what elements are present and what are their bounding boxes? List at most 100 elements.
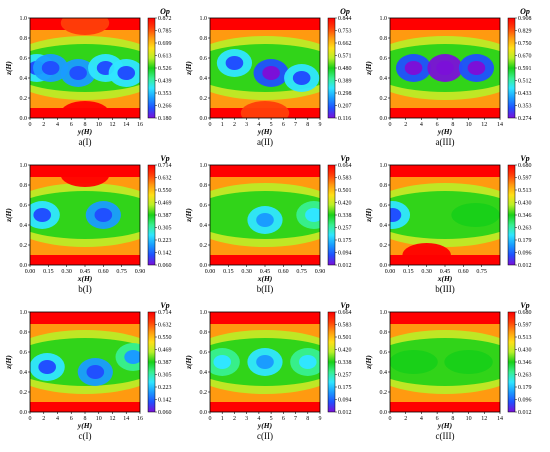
heatmap-cell-6	[60, 18, 110, 35]
colorbar-tick-label: 0.501	[338, 188, 352, 194]
heatmap-cell-core-1	[256, 355, 274, 369]
colorbar-tick-label: 0.632	[158, 323, 172, 329]
panel-caption: a(II)	[257, 137, 273, 147]
heatmap-cell-core-2	[69, 66, 87, 80]
colorbar-tick-label: 0.591	[518, 66, 532, 72]
colorbar-tick-label: 0.785	[158, 29, 172, 35]
colorbar-tick-label: 0.223	[158, 385, 172, 391]
heatmap-cell-core-0	[33, 208, 52, 222]
plot-frame	[209, 17, 321, 119]
x-tick-label: 6	[282, 416, 285, 422]
colorbar-tick-label: 0.180	[158, 116, 172, 122]
y-axis-label: z(H)	[364, 61, 373, 76]
colorbar-tick-label: 0.597	[518, 176, 532, 182]
colorbar-tick-label: 0.353	[158, 91, 172, 97]
heatmap-band-bottom	[30, 255, 140, 265]
x-axis-label: y(H)	[437, 127, 453, 136]
colorbar-tick-label: 0.714	[158, 163, 172, 169]
y-tick-label: 1.0	[20, 16, 28, 22]
x-tick-label: 2	[233, 416, 236, 422]
heatmap-cell-core-2	[124, 350, 140, 364]
x-tick-label: 6	[70, 122, 73, 128]
heatmap-field	[390, 312, 500, 412]
colorbar	[327, 311, 336, 413]
heatmap-cell-core-2	[298, 355, 317, 369]
colorbar-tick-label: 0.664	[338, 310, 352, 316]
heatmap-cell-core-1	[305, 208, 320, 222]
colorbar-tick-label: 0.844	[338, 16, 352, 22]
plot-frame	[389, 17, 501, 119]
y-tick-label: 0.4	[200, 370, 208, 376]
colorbar-tick-label: 0.526	[158, 66, 172, 72]
x-axis-label: y(H)	[77, 421, 93, 430]
colorbar-tick-label: 0.263	[518, 226, 532, 232]
panel-b2: 0.00 0.15 0.30 0.45 0.60 0.75 0.90 0.0 0.2 0.4 0.6…	[184, 154, 352, 294]
y-tick-label: 0.8	[200, 36, 208, 42]
colorbar-tick-label: 0.430	[518, 201, 532, 207]
y-tick-label: 0.4	[380, 223, 388, 229]
y-tick-label: 0.8	[20, 183, 28, 189]
colorbar-tick-label: 0.353	[518, 104, 532, 110]
colorbar	[507, 311, 516, 413]
y-tick-label: 0.6	[20, 350, 28, 356]
colorbar	[147, 311, 156, 413]
x-tick-label: 6	[70, 416, 73, 422]
y-tick-label: 0.4	[20, 223, 28, 229]
heatmap-field	[210, 18, 320, 118]
colorbar-tick-label: 0.094	[338, 251, 352, 257]
colorbar-tick-label: 0.714	[158, 310, 172, 316]
heatmap-field	[30, 18, 140, 118]
heatmap-band-top	[210, 165, 320, 177]
colorbar-tick-label: 0.469	[158, 201, 172, 207]
heatmap-field	[30, 165, 140, 265]
heatmap-cell-core-1	[436, 61, 454, 75]
panel-c3: 0 2 4 6 8 10 12 14 0.0 0.2 0.4 0.6 0.8 1.0 y(H) z(H) c(I…	[364, 301, 532, 441]
y-tick-label: 0.8	[200, 330, 208, 336]
x-tick-label: 0.15	[403, 269, 414, 275]
colorbar-tick-label: 0.179	[518, 385, 532, 391]
heatmap-cell-3	[240, 101, 290, 118]
y-tick-label: 0.8	[20, 36, 28, 42]
y-axis-label: z(H)	[184, 355, 193, 370]
colorbar-tick-label: 0.469	[158, 348, 172, 354]
x-tick-label: 1	[221, 122, 224, 128]
x-tick-label: 14	[123, 122, 129, 128]
colorbar-label: Vp	[520, 154, 529, 163]
colorbar-label: Op	[520, 7, 530, 16]
x-tick-label: 14	[497, 122, 503, 128]
panel-a3: 0 2 4 6 8 10 12 14 0.0 0.2 0.4 0.6 0.8 1.0 y(H) z(H) a(I…	[364, 7, 532, 147]
x-tick-label: 4	[420, 122, 423, 128]
x-tick-label: 0.75	[116, 269, 127, 275]
x-axis-label: y(H)	[257, 127, 273, 136]
x-axis-label: y(H)	[257, 421, 273, 430]
x-tick-label: 8	[306, 416, 309, 422]
y-tick-label: 0.2	[380, 243, 388, 249]
panel-caption: c(I)	[79, 431, 92, 441]
panel-a2: 0 1 2 3 4 5 6 7 8 9 0.0 0.2 0.4 0.6 0.8 1.0 y(H) z(H) a(II…	[184, 7, 352, 147]
x-tick-label: 16	[137, 416, 143, 422]
panel-caption: c(II)	[257, 431, 273, 441]
colorbar-tick-label: 0.263	[518, 373, 532, 379]
x-tick-label: 12	[481, 416, 487, 422]
y-tick-label: 0.4	[20, 76, 28, 82]
heatmap-cell-core-0	[225, 56, 244, 70]
heatmap-band-top	[390, 312, 500, 324]
colorbar-tick-label: 0.908	[518, 16, 532, 22]
colorbar	[327, 17, 336, 119]
x-tick-label: 0.45	[440, 269, 451, 275]
x-tick-label: 0.75	[296, 269, 307, 275]
colorbar-tick-label: 0.433	[518, 91, 532, 97]
colorbar-tick-label: 0.613	[158, 54, 172, 60]
heatmap-band-top	[210, 312, 320, 324]
y-tick-label: 0.6	[20, 56, 28, 62]
panel-c1: 0 2 4 6 8 10 12 14 16 0.0 0.2 0.4 0.6 0.8 1.0 y(H) z(H) c…	[4, 301, 172, 441]
y-axis-label: z(H)	[4, 61, 13, 76]
x-tick-label: 5	[270, 122, 273, 128]
y-tick-label: 0.2	[20, 243, 28, 249]
y-tick-label: 0.0	[200, 410, 208, 416]
heatmap-cell-core-0	[256, 213, 274, 227]
panel-caption: b(III)	[435, 284, 455, 294]
heatmap-band-bottom	[210, 255, 320, 265]
colorbar-tick-label: 0.583	[338, 323, 352, 329]
colorbar-tick-label: 0.094	[338, 398, 352, 404]
